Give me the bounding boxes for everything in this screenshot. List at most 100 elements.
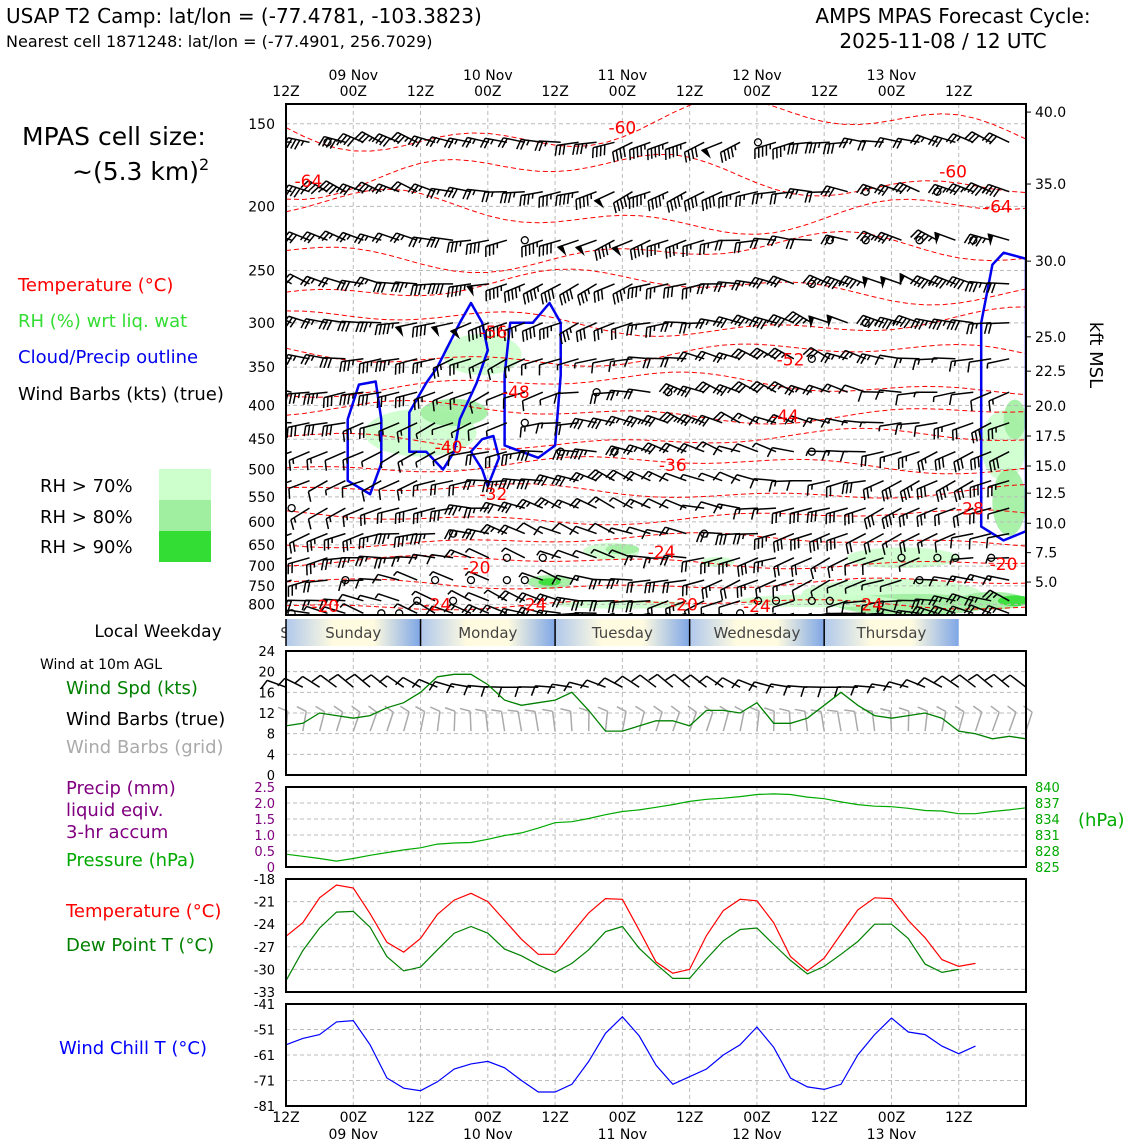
barb-full <box>797 511 799 522</box>
xs-wind-barb <box>719 83 743 99</box>
barb-full <box>496 325 499 337</box>
barb-full <box>343 186 351 196</box>
barb-full <box>328 186 338 195</box>
xs-wind-barb <box>462 479 489 491</box>
barb-full <box>806 349 815 358</box>
barb-full <box>628 198 631 209</box>
barb-full <box>532 243 535 254</box>
barb-full <box>861 564 864 576</box>
barb-full <box>286 231 290 241</box>
barb-full <box>680 352 688 363</box>
barb-full <box>397 536 401 548</box>
sfc-barb-grid <box>399 705 410 732</box>
barb-full <box>768 481 773 492</box>
barb-shaft <box>907 711 910 732</box>
barb-full <box>266 140 270 150</box>
barb-full <box>702 417 710 427</box>
barb-full <box>315 705 325 713</box>
xs-wind-barb <box>481 190 507 203</box>
barb-full <box>301 600 307 611</box>
xs-wind-barb <box>700 557 723 575</box>
xs-wind-barb <box>558 283 579 306</box>
barb-full <box>396 135 406 145</box>
barb-full <box>845 278 854 288</box>
calm-circle <box>610 447 619 456</box>
barb-full <box>730 381 740 390</box>
barb-half <box>454 139 458 145</box>
barb-full <box>475 708 486 712</box>
barb-full <box>484 457 487 469</box>
xs-wind-barb <box>499 190 525 204</box>
barb-full <box>942 487 947 498</box>
barb-full <box>640 415 649 425</box>
xs-wind-barb <box>964 280 992 293</box>
barb-full <box>645 289 648 300</box>
barb-half <box>625 526 630 532</box>
barb-half <box>913 578 917 585</box>
barb-full <box>580 143 584 155</box>
xs-wind-barb <box>628 141 651 161</box>
xs-wind-barb <box>521 322 544 342</box>
barb-half <box>975 76 979 81</box>
barb-shaft <box>934 78 956 83</box>
barb-full <box>802 384 810 395</box>
xs-wind-barb <box>569 448 597 460</box>
xs-wind-barb <box>338 579 364 592</box>
barb-full <box>774 89 781 99</box>
xs-wind-barb <box>766 381 795 393</box>
barb-half <box>647 472 653 478</box>
temperature-contour-label: -64 <box>295 172 323 192</box>
barb-full <box>318 136 325 146</box>
barb-full <box>432 400 435 412</box>
barb-shaft <box>739 711 745 732</box>
sfc-barb-true <box>967 673 993 688</box>
barb-half <box>447 590 453 595</box>
barb-full <box>289 234 298 244</box>
barb-full <box>918 319 925 330</box>
xs-wind-barb <box>605 445 633 458</box>
barb-full <box>396 432 400 443</box>
barb-shaft <box>987 532 1010 539</box>
barb-half <box>531 193 534 199</box>
barb-full <box>505 503 512 514</box>
y-tick-label: -27 <box>254 941 275 956</box>
barb-full <box>447 530 454 541</box>
xs-wind-barb <box>766 275 795 288</box>
top-date-label: 12 Nov <box>732 68 782 84</box>
calm-circle <box>753 596 763 605</box>
barb-full <box>967 183 976 193</box>
barb-full <box>935 491 940 502</box>
xs-wind-barb <box>953 451 974 473</box>
xs-wind-barb <box>802 346 831 360</box>
barb-full <box>502 398 505 409</box>
xs-wind-barb <box>645 322 669 338</box>
xs-wind-barb <box>427 283 454 295</box>
temperature-contour <box>286 483 1026 499</box>
barb-full <box>833 686 839 697</box>
barb-full <box>917 461 921 473</box>
sfc-barb-grid <box>764 707 775 732</box>
barb-full <box>394 513 397 525</box>
barb-full <box>592 579 598 590</box>
sfc-barb-grid <box>827 709 842 732</box>
barb-full <box>335 133 344 143</box>
barb-full <box>591 418 598 429</box>
barb-half <box>830 236 835 242</box>
barb-full <box>957 280 965 290</box>
barb-full <box>793 512 796 523</box>
barb-full <box>644 416 652 426</box>
barb-full <box>610 329 613 341</box>
barb-full <box>654 146 657 158</box>
barb-full <box>324 559 329 570</box>
barbs-grid-label: Wind Barbs (grid) <box>66 737 224 758</box>
barb-full <box>358 556 365 567</box>
barb-full <box>755 384 765 394</box>
xs-wind-barb <box>464 547 490 559</box>
xs-wind-barb <box>569 497 597 509</box>
barb-full <box>447 187 455 198</box>
xs-wind-barb <box>521 391 544 412</box>
y-tick-label: -81 <box>254 1100 275 1115</box>
barb-shaft <box>706 675 724 688</box>
barb-full <box>287 563 290 575</box>
